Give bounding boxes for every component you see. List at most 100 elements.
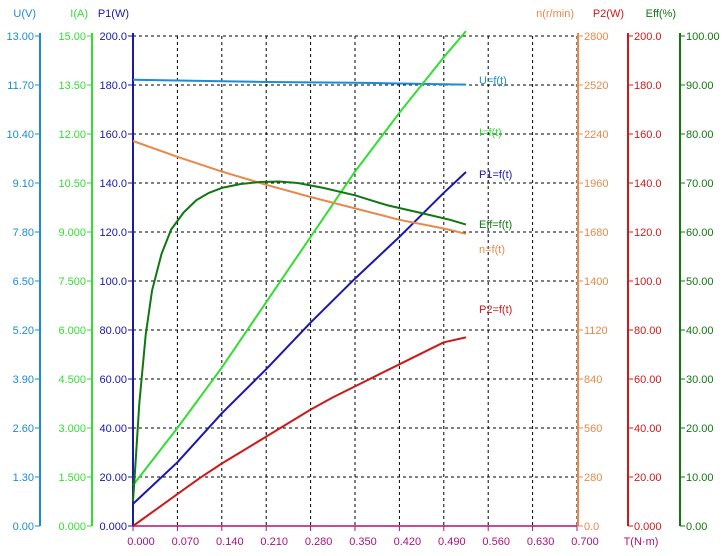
x-tick-label: 0.070 [172, 536, 200, 548]
y-tick-label-u: 10.40 [6, 129, 34, 141]
y-tick-label-p1: 120.0 [99, 227, 127, 239]
y-tick-label-i: 4.500 [58, 374, 86, 386]
y-tick-label-eff: 60.00 [686, 227, 714, 239]
y-axis-title-u: U(V) [13, 8, 36, 20]
y-tick-label-p2: 20.00 [634, 472, 662, 484]
series-label-eff: Eff=f(t) [479, 219, 512, 231]
y-tick-label-i: 12.00 [58, 129, 86, 141]
series-line-p2 [132, 336, 467, 527]
y-tick-label-n: 2240 [584, 129, 608, 141]
x-tick-label: 0.140 [216, 536, 244, 548]
y-tick-label-p2: 40.00 [634, 423, 662, 435]
y-tick-label-p2: 60.00 [634, 374, 662, 386]
y-axis-title-p2: P2(W) [593, 8, 624, 20]
y-tick-label-p1: 100.0 [99, 276, 127, 288]
y-tick-label-i: 9.000 [58, 227, 86, 239]
y-tick-label-n: 2520 [584, 80, 608, 92]
x-tick-label: 0.700 [571, 536, 599, 548]
y-tick-label-n: 1960 [584, 178, 608, 190]
y-tick-label-p1: 160.0 [99, 129, 127, 141]
y-tick-label-p2: 100.0 [634, 276, 662, 288]
axes: 0.000 0.070 0.140 0.210 0.280 0.350 0.420 0.490… [6, 8, 719, 548]
y-tick-label-p1: 80.00 [99, 325, 127, 337]
y-tick-label-eff: 80.00 [686, 129, 714, 141]
y-tick-label-p1: 140.0 [99, 178, 127, 190]
y-axis-title-eff: Eff(%) [646, 8, 676, 20]
y-tick-label-u: 0.00 [13, 521, 34, 533]
x-tick-label: 0.350 [349, 536, 377, 548]
series-line-eff [132, 180, 467, 502]
x-tick-label: 0.420 [394, 536, 422, 548]
y-tick-label-eff: 10.00 [686, 472, 714, 484]
y-tick-label-i: 1.500 [58, 472, 86, 484]
y-tick-label-u: 9.10 [13, 178, 34, 190]
y-tick-label-eff: 40.00 [686, 325, 714, 337]
y-tick-label-p2: 140.0 [634, 178, 662, 190]
y-tick-label-n: 280 [584, 472, 602, 484]
y-tick-label-n: 560 [584, 423, 602, 435]
y-tick-label-p2: 180.0 [634, 80, 662, 92]
y-tick-label-n: 1120 [584, 325, 608, 337]
y-tick-label-n: 840 [584, 374, 602, 386]
series-labels: U=f(t) I=f(t) P1=f(t) n=f(t) P2=f(t) Eff=f(t) [479, 75, 512, 316]
x-tick-label: 0.560 [482, 536, 510, 548]
y-tick-label-n: 1400 [584, 276, 608, 288]
y-tick-label-p1: 60.00 [99, 374, 127, 386]
y-tick-label-i: 0.000 [58, 521, 86, 533]
x-axis-title: T(N·m) [624, 536, 659, 548]
series-lines [132, 30, 467, 527]
y-axis-title-p1: P1(W) [98, 8, 129, 20]
y-tick-label-u: 1.30 [13, 472, 34, 484]
series-line-p1 [132, 171, 467, 505]
y-tick-label-n: 2800 [584, 31, 608, 43]
y-tick-label-p2: 200.0 [634, 31, 662, 43]
y-tick-label-u: 5.20 [13, 325, 34, 337]
x-tick-label: 0.210 [260, 536, 288, 548]
y-tick-label-p1: 180.0 [99, 80, 127, 92]
y-tick-label-u: 6.50 [13, 276, 34, 288]
y-tick-label-eff: 50.00 [686, 276, 714, 288]
y-tick-label-p1: 20.00 [99, 472, 127, 484]
y-tick-label-n: 1680 [584, 227, 608, 239]
y-tick-label-u: 3.90 [13, 374, 34, 386]
series-line-n [132, 140, 467, 235]
series-label-i: I=f(t) [479, 127, 502, 139]
y-tick-label-eff: 0.00 [686, 521, 707, 533]
y-axis-title-i: I(A) [70, 8, 88, 20]
y-tick-label-p2: 160.0 [634, 129, 662, 141]
x-tick-label: 0.490 [438, 536, 466, 548]
y-tick-label-eff: 70.00 [686, 178, 714, 190]
y-tick-label-i: 10.50 [58, 178, 86, 190]
x-tick-label: 0.000 [127, 536, 155, 548]
y-tick-label-i: 3.000 [58, 423, 86, 435]
y-tick-label-i: 6.000 [58, 325, 86, 337]
y-tick-label-i: 7.500 [58, 276, 86, 288]
y-tick-label-eff: 20.00 [686, 423, 714, 435]
y-tick-label-eff: 90.00 [686, 80, 714, 92]
y-tick-label-p2: 120.0 [634, 227, 662, 239]
y-tick-label-u: 2.60 [13, 423, 34, 435]
series-label-p1: P1=f(t) [479, 169, 512, 181]
series-label-u: U=f(t) [479, 75, 507, 87]
y-tick-label-eff: 100.00 [686, 31, 720, 43]
y-tick-label-p1: 200.0 [99, 31, 127, 43]
series-label-n: n=f(t) [479, 244, 505, 256]
y-tick-label-n: 0.0 [584, 521, 599, 533]
y-tick-label-p1: 40.00 [99, 423, 127, 435]
y-tick-label-eff: 30.00 [686, 374, 714, 386]
y-tick-label-p2: 0.000 [634, 521, 662, 533]
y-tick-label-p1: 0.000 [99, 521, 127, 533]
series-label-p2: P2=f(t) [479, 304, 512, 316]
x-tick-label: 0.280 [305, 536, 333, 548]
series-line-i [132, 30, 467, 486]
y-tick-label-u: 13.00 [6, 31, 34, 43]
y-tick-label-i: 13.50 [58, 80, 86, 92]
x-tick-label: 0.630 [527, 536, 555, 548]
y-tick-label-u: 11.70 [7, 80, 34, 92]
series-line-u [132, 78, 467, 86]
y-tick-label-i: 15.00 [58, 31, 86, 43]
y-tick-label-p2: 80.00 [634, 325, 662, 337]
y-tick-label-u: 7.80 [13, 227, 34, 239]
